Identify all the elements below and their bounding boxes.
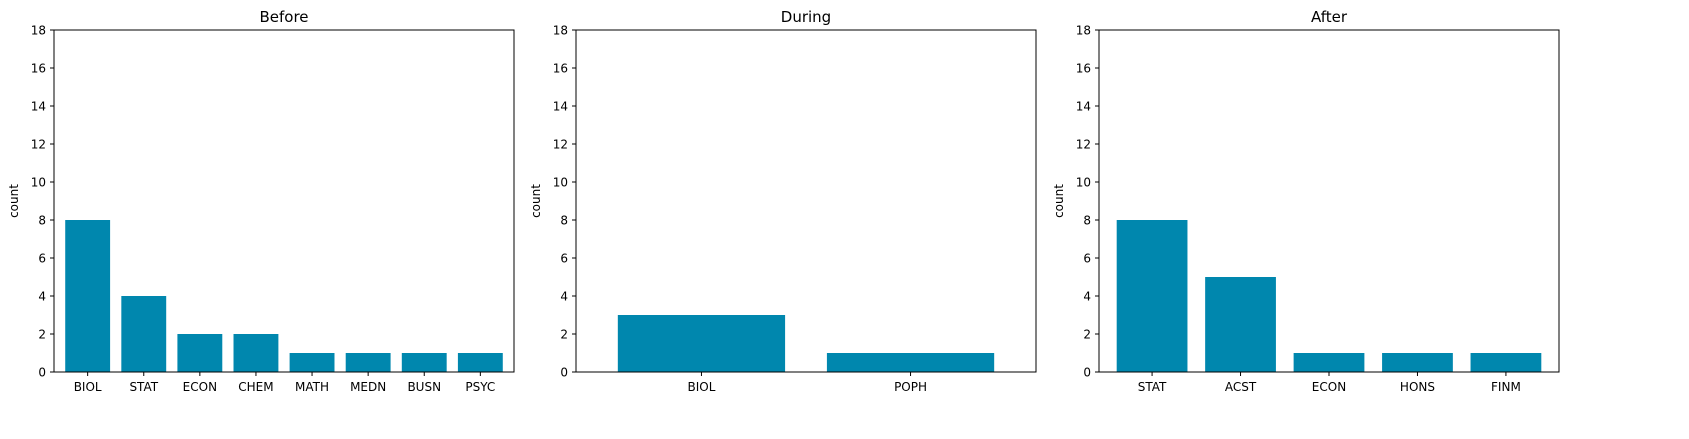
chart-panel-2: BIOL POPH 0 2 4 6 8 10 12 14 16 18 During count: [529, 8, 1037, 394]
bar-psyc: [457, 353, 503, 372]
bar-biol: [65, 220, 111, 372]
chart-panel-1: BIOL STAT ECON CHEM MATH MEDN BUSN PSYC 0 2 4 6 8 10 1…: [7, 8, 515, 394]
y-tick-label: 14: [1076, 100, 1091, 114]
x-tick-label: MEDN: [350, 380, 386, 394]
chart-panel-3: STAT ACST ECON HONS FINM 0 2 4 6 8 10 12 14 16 18 After…: [1052, 8, 1560, 394]
x-tick-label: BUSN: [407, 380, 441, 394]
y-tick-label: 18: [553, 24, 568, 38]
x-tick-label: FINM: [1491, 380, 1521, 394]
bar-chem: [233, 334, 279, 372]
y-tick-label: 10: [553, 176, 568, 190]
y-tick-label: 2: [1083, 328, 1091, 342]
y-tick-label: 12: [553, 138, 568, 152]
y-tick-label: 8: [1083, 214, 1091, 228]
x-tick-label: HONS: [1400, 380, 1435, 394]
x-tick-label: BIOL: [74, 380, 102, 394]
y-tick-label: 10: [1076, 176, 1091, 190]
plot-frame: [1098, 29, 1560, 373]
plot-frame: [575, 29, 1037, 373]
y-tick-label: 16: [31, 62, 46, 76]
bar-stat: [1116, 220, 1188, 372]
chart-title: After: [1311, 8, 1348, 26]
y-tick-label: 14: [553, 100, 568, 114]
bar-econ: [1293, 353, 1365, 372]
y-tick-label: 16: [1076, 62, 1091, 76]
x-tick-label: CHEM: [238, 380, 273, 394]
bar-econ: [177, 334, 223, 372]
bar-math: [289, 353, 335, 372]
y-tick-label: 0: [38, 366, 46, 380]
y-tick-label: 8: [560, 214, 568, 228]
y-tick-label: 16: [553, 62, 568, 76]
y-tick-label: 10: [31, 176, 46, 190]
bar-medn: [345, 353, 391, 372]
chart-title: Before: [259, 8, 308, 26]
y-tick-label: 4: [1083, 290, 1091, 304]
bar-stat: [121, 296, 167, 372]
bar-poph: [826, 353, 995, 372]
y-tick-label: 6: [1083, 252, 1091, 266]
y-axis-label: count: [529, 184, 543, 218]
y-tick-label: 0: [560, 366, 568, 380]
y-tick-label: 2: [38, 328, 46, 342]
x-tick-label: STAT: [1138, 380, 1167, 394]
y-tick-label: 2: [560, 328, 568, 342]
bar-biol: [617, 315, 786, 372]
y-tick-label: 12: [31, 138, 46, 152]
x-tick-label: MATH: [295, 380, 329, 394]
y-tick-label: 0: [1083, 366, 1091, 380]
plot-frame: [53, 29, 515, 373]
y-tick-label: 18: [1076, 24, 1091, 38]
bar-busn: [401, 353, 447, 372]
y-tick-label: 4: [560, 290, 568, 304]
y-axis-label: count: [1052, 184, 1066, 218]
x-tick-label: ECON: [183, 380, 217, 394]
x-tick-label: STAT: [129, 380, 158, 394]
x-tick-label: PSYC: [465, 380, 495, 394]
y-tick-label: 14: [31, 100, 46, 114]
bar-hons: [1382, 353, 1453, 372]
y-tick-label: 4: [38, 290, 46, 304]
bar-acst: [1205, 277, 1276, 372]
x-tick-label: ECON: [1312, 380, 1346, 394]
x-tick-label: BIOL: [688, 380, 716, 394]
y-tick-label: 8: [38, 214, 46, 228]
y-axis-label: count: [7, 184, 21, 218]
y-tick-label: 6: [38, 252, 46, 266]
x-tick-label: POPH: [894, 380, 927, 394]
bar-finm: [1470, 353, 1542, 372]
x-tick-label: ACST: [1225, 380, 1257, 394]
y-tick-label: 18: [31, 24, 46, 38]
chart-title: During: [781, 8, 831, 26]
y-tick-label: 12: [1076, 138, 1091, 152]
y-tick-label: 6: [560, 252, 568, 266]
